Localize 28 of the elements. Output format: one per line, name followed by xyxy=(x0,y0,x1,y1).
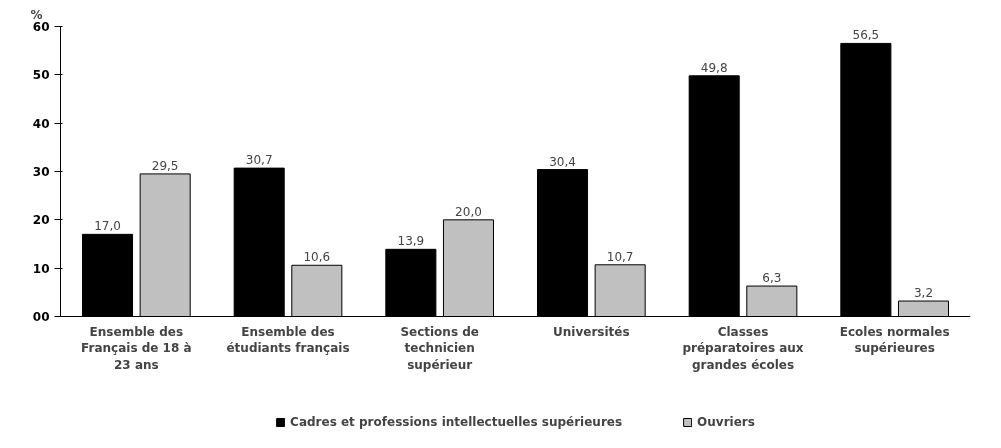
data-label: 56,5 xyxy=(852,28,880,43)
data-label: 10,6 xyxy=(303,250,331,265)
data-label: 49,8 xyxy=(700,60,728,75)
y-tick-label: 20 xyxy=(32,213,50,228)
y-tick-label: 10 xyxy=(32,261,50,276)
legend-label: Cadres et professions intellectuelles supérieures xyxy=(290,415,623,429)
x-tick-label: Ensemble des étudiants français xyxy=(226,324,350,356)
x-tick-label: Ensemble des Français de 18 à 23 ans xyxy=(81,324,192,373)
data-label: 13,9 xyxy=(397,234,425,249)
data-label: 3,2 xyxy=(913,286,934,301)
data-label: 17,0 xyxy=(94,219,121,234)
data-label: 20,0 xyxy=(455,204,482,219)
y-tick-label: 30 xyxy=(32,165,50,179)
data-label: 30,7 xyxy=(245,153,273,168)
data-label: 10,7 xyxy=(606,249,634,264)
x-tick-label: Universités xyxy=(553,324,630,339)
y-tick-label: 40 xyxy=(32,116,50,131)
y-tick-label: 50 xyxy=(32,68,50,83)
data-label: 29,5 xyxy=(151,158,179,173)
y-tick-label: 60 xyxy=(32,20,50,34)
data-label: 30,4 xyxy=(549,154,576,169)
y-axis-title: % xyxy=(30,7,43,22)
x-tick-label: Sections de technicien supérieur xyxy=(400,324,479,373)
data-label: 6,3 xyxy=(762,271,782,286)
y-tick-label: 00 xyxy=(32,310,50,324)
x-tick-label: Ecoles normales supérieures xyxy=(839,324,950,356)
x-tick-label: Classes préparatoires aux grandes écoles xyxy=(682,324,804,373)
legend-label: Ouvriers xyxy=(697,415,755,429)
